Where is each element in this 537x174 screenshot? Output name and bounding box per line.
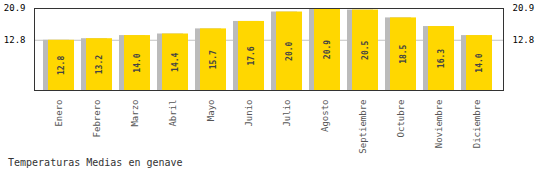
- svg-text:Enero: Enero: [54, 100, 64, 127]
- svg-text:Abril: Abril: [168, 100, 178, 127]
- svg-text:13.2: 13.2: [95, 55, 104, 74]
- svg-text:Agosto: Agosto: [320, 100, 330, 133]
- svg-text:16.3: 16.3: [437, 49, 446, 68]
- svg-text:14.0: 14.0: [475, 53, 484, 72]
- svg-text:Marzo: Marzo: [130, 100, 140, 127]
- svg-text:Febrero: Febrero: [92, 100, 102, 138]
- svg-text:Diciembre: Diciembre: [472, 100, 482, 149]
- svg-text:Junio: Junio: [244, 100, 254, 127]
- svg-text:12.8: 12.8: [4, 35, 26, 45]
- svg-text:Julio: Julio: [282, 100, 292, 127]
- svg-text:12.8: 12.8: [513, 35, 535, 45]
- svg-text:17.6: 17.6: [247, 46, 256, 65]
- svg-text:20.9: 20.9: [323, 40, 332, 59]
- svg-text:Mayo: Mayo: [206, 100, 216, 122]
- svg-text:20.9: 20.9: [4, 3, 26, 13]
- svg-text:20.9: 20.9: [513, 3, 535, 13]
- svg-text:20.5: 20.5: [361, 40, 370, 59]
- svg-text:Noviembre: Noviembre: [434, 100, 444, 149]
- svg-text:15.7: 15.7: [209, 50, 218, 69]
- svg-text:14.4: 14.4: [171, 52, 180, 71]
- svg-text:Octubre: Octubre: [396, 100, 406, 138]
- svg-text:12.8: 12.8: [57, 56, 66, 75]
- svg-text:Septiembre: Septiembre: [358, 100, 368, 154]
- svg-text:14.0: 14.0: [133, 53, 142, 72]
- svg-text:18.5: 18.5: [399, 44, 408, 63]
- html-text:Temperaturas Medias en genave: Temperaturas Medias en genave: [8, 157, 183, 168]
- svg-text:20.0: 20.0: [285, 41, 294, 60]
